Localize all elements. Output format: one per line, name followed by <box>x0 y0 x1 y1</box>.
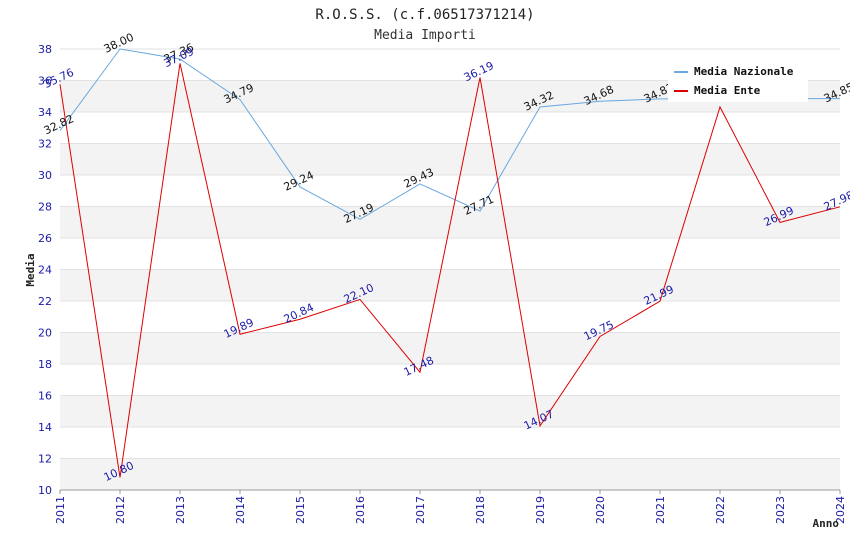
plot-band <box>60 207 840 239</box>
y-tick-label: 18 <box>38 358 52 371</box>
plot-bands <box>60 49 840 490</box>
x-tick-label: 2015 <box>294 496 307 524</box>
y-tick-label: 16 <box>38 390 52 403</box>
plot-band <box>60 270 840 302</box>
y-tick-label: 38 <box>38 43 52 56</box>
plot-band <box>60 427 840 459</box>
x-axis-ticks: 2011 2012 2013 2014 2015 2016 2017 2018 2019 2020… <box>54 490 847 524</box>
x-tick-label: 2020 <box>594 496 607 524</box>
legend-label-ente: Media Ente <box>694 84 761 97</box>
y-tick-label: 20 <box>38 327 52 340</box>
y-tick-label: 14 <box>38 421 52 434</box>
y-tick-label: 30 <box>38 169 52 182</box>
x-tick-label: 2018 <box>474 496 487 524</box>
legend-label-nazionale: Media Nazionale <box>694 65 794 78</box>
chart-title: R.O.S.S. (c.f.06517371214) <box>315 7 534 23</box>
plot-band <box>60 459 840 491</box>
x-tick-label: 2021 <box>654 496 667 524</box>
x-tick-label: 2016 <box>354 496 367 524</box>
y-tick-label: 26 <box>38 232 52 245</box>
x-axis-label: Anno <box>813 517 840 530</box>
x-tick-label: 2017 <box>414 496 427 524</box>
x-tick-label: 2019 <box>534 496 547 524</box>
plot-band <box>60 364 840 396</box>
plot-band <box>60 396 840 428</box>
plot-band <box>60 333 840 365</box>
y-tick-label: 34 <box>38 106 52 119</box>
y-axis-label: Media <box>24 253 37 286</box>
x-tick-label: 2014 <box>234 496 247 524</box>
x-tick-label: 2012 <box>114 496 127 524</box>
x-tick-label: 2011 <box>54 496 67 524</box>
x-tick-label: 2013 <box>174 496 187 524</box>
y-tick-label: 22 <box>38 295 52 308</box>
chart-subtitle: Media Importi <box>374 28 476 43</box>
plot-band <box>60 175 840 207</box>
y-tick-label: 12 <box>38 453 52 466</box>
legend: Media Nazionale Media Ente <box>668 60 808 102</box>
plot-band <box>60 144 840 176</box>
x-tick-label: 2023 <box>774 496 787 524</box>
plot-band <box>60 301 840 333</box>
plot-band <box>60 238 840 270</box>
y-tick-label: 28 <box>38 201 52 214</box>
y-tick-label: 32 <box>38 138 52 151</box>
y-tick-label: 24 <box>38 264 52 277</box>
line-chart: R.O.S.S. (c.f.06517371214) Media Importi… <box>0 0 850 550</box>
y-tick-label: 10 <box>38 484 52 497</box>
plot-band <box>60 112 840 144</box>
x-tick-label: 2022 <box>714 496 727 524</box>
